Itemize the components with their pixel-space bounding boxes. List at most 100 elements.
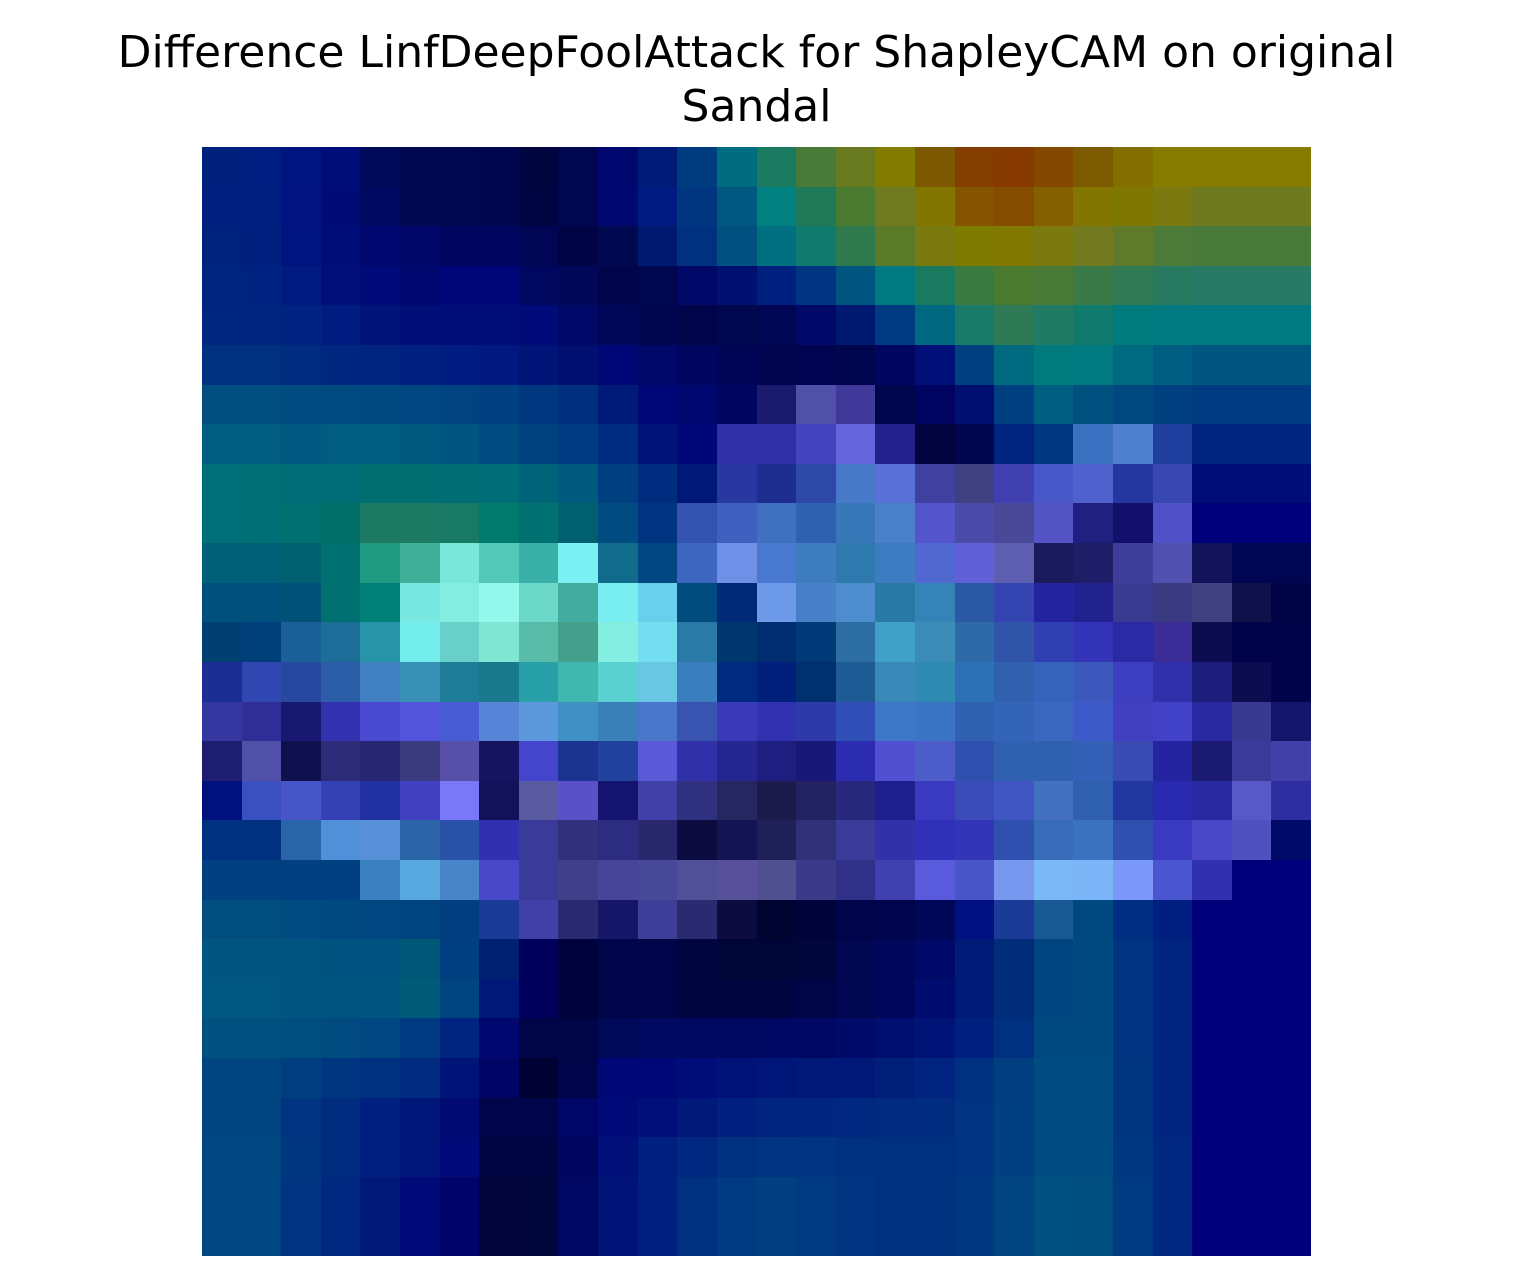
heatmap-cell-r0-c22 xyxy=(1073,147,1113,187)
heatmap-cell-r19-c21 xyxy=(1034,900,1073,939)
heatmap-cell-r24-c18 xyxy=(915,1098,955,1137)
heatmap-cell-r12-c17 xyxy=(875,622,915,662)
heatmap-cell-r16-c11 xyxy=(638,781,677,820)
heatmap-cell-r10-c20 xyxy=(994,543,1034,583)
heatmap-cell-r10-c10 xyxy=(598,543,638,583)
heatmap-cell-r6-c3 xyxy=(321,385,360,424)
heatmap-cell-r18-c15 xyxy=(796,860,836,900)
heatmap-cell-r18-c25 xyxy=(1192,860,1232,900)
heatmap-cell-r11-c0 xyxy=(202,583,242,622)
heatmap-cell-r5-c12 xyxy=(677,345,717,385)
heatmap-cell-r12-c3 xyxy=(321,622,360,662)
heatmap-cell-r9-c21 xyxy=(1034,503,1073,543)
heatmap-cell-r18-c2 xyxy=(281,860,321,900)
heatmap-cell-r21-c21 xyxy=(1034,979,1073,1018)
heatmap-cell-r16-c7 xyxy=(479,781,519,820)
heatmap-cell-r20-c8 xyxy=(519,939,558,979)
heatmap-cell-r6-c26 xyxy=(1232,385,1271,424)
heatmap-cell-r14-c4 xyxy=(360,702,400,741)
heatmap-cell-r19-c16 xyxy=(836,900,875,939)
heatmap-cell-r25-c15 xyxy=(796,1137,836,1177)
heatmap-cell-r6-c18 xyxy=(915,385,955,424)
heatmap-cell-r26-c22 xyxy=(1073,1177,1113,1216)
heatmap-cell-r3-c3 xyxy=(321,266,360,305)
heatmap-cell-r11-c10 xyxy=(598,583,638,622)
heatmap-cell-r13-c5 xyxy=(400,662,440,702)
heatmap-cell-r4-c5 xyxy=(400,305,440,345)
heatmap-cell-r16-c4 xyxy=(360,781,400,820)
heatmap-cell-r22-c18 xyxy=(915,1018,955,1058)
chart-title: Difference LinfDeepFoolAttack for Shaple… xyxy=(0,26,1513,134)
heatmap-cell-r0-c0 xyxy=(202,147,242,187)
heatmap-cell-r5-c7 xyxy=(479,345,519,385)
heatmap-cell-r22-c27 xyxy=(1271,1018,1311,1058)
heatmap-cell-r16-c18 xyxy=(915,781,955,820)
heatmap-cell-r13-c16 xyxy=(836,662,875,702)
heatmap-cell-r24-c19 xyxy=(955,1098,994,1137)
heatmap-cell-r6-c25 xyxy=(1192,385,1232,424)
heatmap-cell-r19-c9 xyxy=(558,900,598,939)
heatmap-cell-r22-c24 xyxy=(1153,1018,1192,1058)
heatmap-cell-r24-c7 xyxy=(479,1098,519,1137)
heatmap-cell-r13-c22 xyxy=(1073,662,1113,702)
heatmap-cell-r3-c7 xyxy=(479,266,519,305)
heatmap-cell-r23-c14 xyxy=(757,1058,796,1098)
heatmap-cell-r5-c14 xyxy=(757,345,796,385)
heatmap-cell-r26-c0 xyxy=(202,1177,242,1216)
heatmap-cell-r17-c15 xyxy=(796,820,836,860)
heatmap-cell-r19-c14 xyxy=(757,900,796,939)
heatmap-cell-r8-c21 xyxy=(1034,464,1073,503)
heatmap-cell-r18-c10 xyxy=(598,860,638,900)
heatmap-cell-r24-c15 xyxy=(796,1098,836,1137)
heatmap-cell-r17-c0 xyxy=(202,820,242,860)
heatmap-cell-r1-c17 xyxy=(875,187,915,226)
heatmap-cell-r19-c20 xyxy=(994,900,1034,939)
heatmap-cell-r19-c7 xyxy=(479,900,519,939)
heatmap-cell-r7-c16 xyxy=(836,424,875,464)
heatmap-cell-r21-c6 xyxy=(440,979,479,1018)
heatmap-cell-r20-c0 xyxy=(202,939,242,979)
heatmap-cell-r17-c25 xyxy=(1192,820,1232,860)
heatmap-cell-r22-c23 xyxy=(1113,1018,1153,1058)
heatmap-cell-r1-c1 xyxy=(242,187,281,226)
heatmap-cell-r3-c20 xyxy=(994,266,1034,305)
heatmap-cell-r11-c26 xyxy=(1232,583,1271,622)
heatmap-cell-r23-c3 xyxy=(321,1058,360,1098)
heatmap-cell-r9-c0 xyxy=(202,503,242,543)
heatmap-cell-r9-c22 xyxy=(1073,503,1113,543)
heatmap-cell-r12-c5 xyxy=(400,622,440,662)
heatmap-cell-r16-c2 xyxy=(281,781,321,820)
heatmap-cell-r13-c23 xyxy=(1113,662,1153,702)
heatmap-cell-r5-c22 xyxy=(1073,345,1113,385)
heatmap-cell-r22-c1 xyxy=(242,1018,281,1058)
heatmap-cell-r3-c15 xyxy=(796,266,836,305)
heatmap-cell-r17-c9 xyxy=(558,820,598,860)
heatmap-cell-r5-c3 xyxy=(321,345,360,385)
heatmap-cell-r15-c6 xyxy=(440,741,479,781)
heatmap-cell-r12-c4 xyxy=(360,622,400,662)
heatmap-cell-r9-c13 xyxy=(717,503,757,543)
heatmap-cell-r0-c2 xyxy=(281,147,321,187)
heatmap-cell-r11-c15 xyxy=(796,583,836,622)
heatmap-cell-r23-c25 xyxy=(1192,1058,1232,1098)
heatmap-cell-r12-c24 xyxy=(1153,622,1192,662)
heatmap-cell-r25-c7 xyxy=(479,1137,519,1177)
heatmap-cell-r26-c6 xyxy=(440,1177,479,1216)
heatmap-cell-r23-c17 xyxy=(875,1058,915,1098)
heatmap-cell-r3-c22 xyxy=(1073,266,1113,305)
heatmap-cell-r11-c24 xyxy=(1153,583,1192,622)
heatmap-cell-r19-c4 xyxy=(360,900,400,939)
heatmap-cell-r6-c7 xyxy=(479,385,519,424)
heatmap-cell-r10-c2 xyxy=(281,543,321,583)
heatmap-cell-r5-c10 xyxy=(598,345,638,385)
heatmap-cell-r19-c17 xyxy=(875,900,915,939)
heatmap-cell-r20-c3 xyxy=(321,939,360,979)
heatmap-cell-r5-c23 xyxy=(1113,345,1153,385)
heatmap-cell-r8-c1 xyxy=(242,464,281,503)
heatmap-cell-r5-c27 xyxy=(1271,345,1311,385)
heatmap-cell-r23-c20 xyxy=(994,1058,1034,1098)
heatmap-cell-r2-c7 xyxy=(479,226,519,266)
heatmap-cell-r26-c24 xyxy=(1153,1177,1192,1216)
heatmap-cell-r7-c23 xyxy=(1113,424,1153,464)
heatmap-cell-r2-c8 xyxy=(519,226,558,266)
